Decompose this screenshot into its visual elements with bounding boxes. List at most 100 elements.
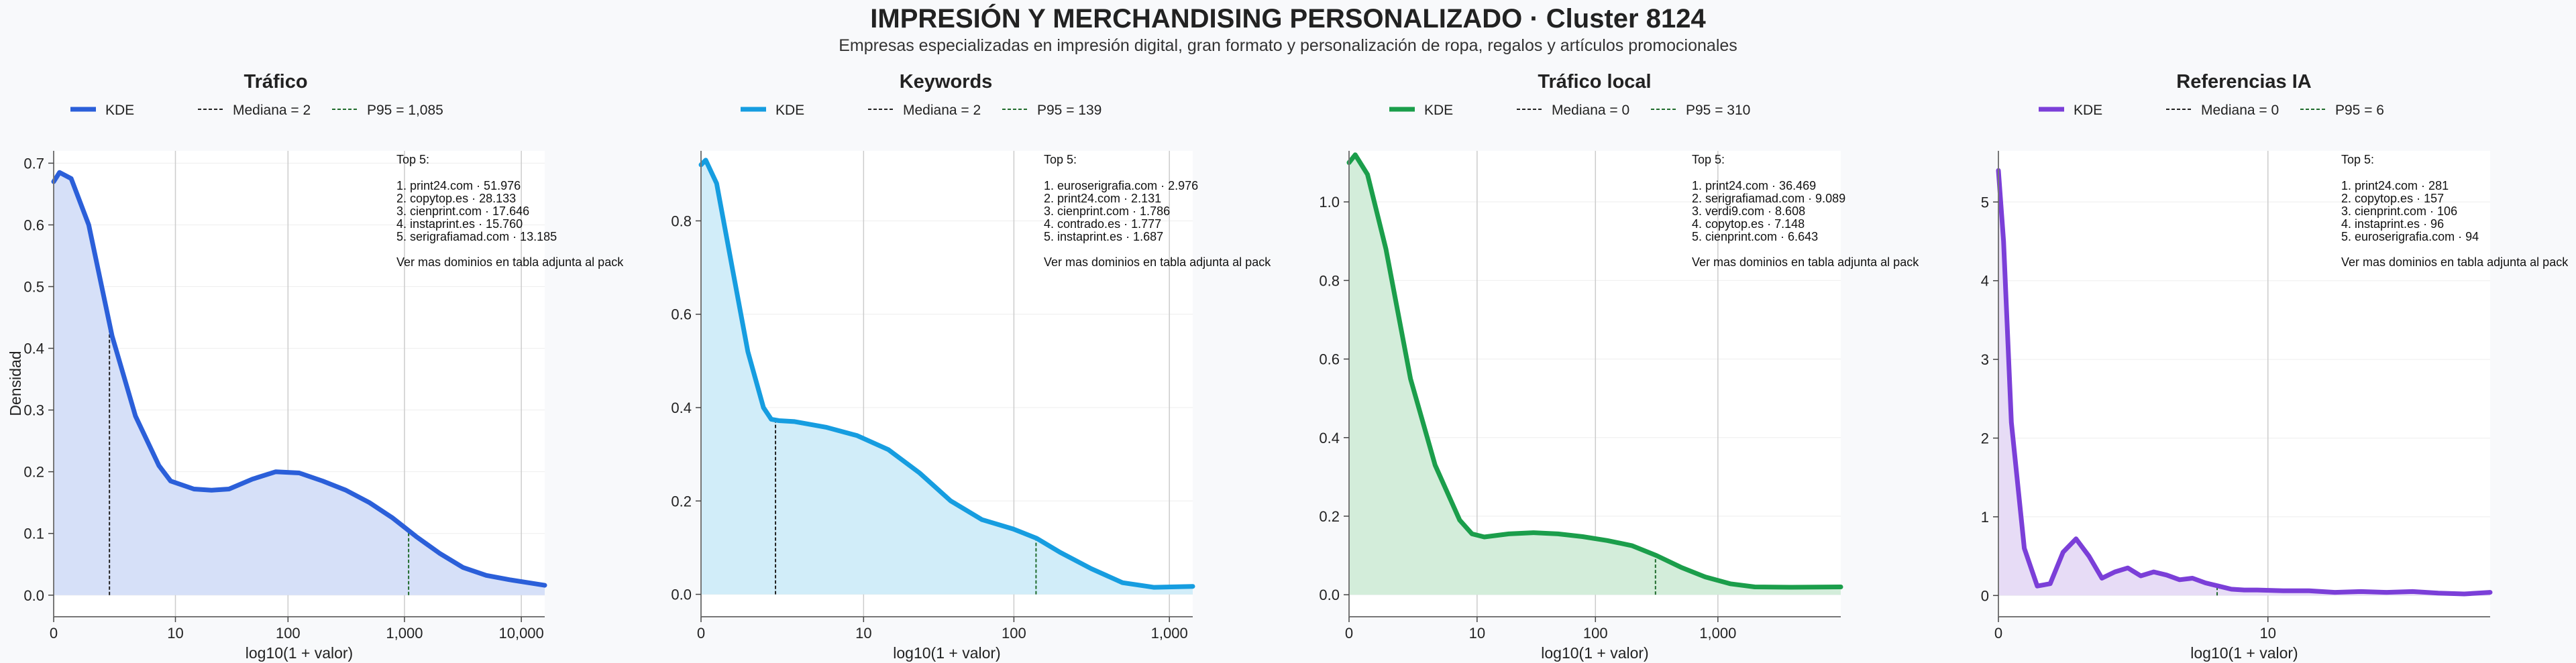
- top5-item: 1. print24.com · 51.976: [396, 179, 521, 192]
- top5-header: Top 5:: [396, 153, 429, 166]
- x-tick-label: 1,000: [1699, 625, 1736, 642]
- kde-area: [1349, 154, 1841, 595]
- kde-area: [701, 160, 1193, 595]
- y-tick-label: 1.0: [1319, 194, 1340, 210]
- y-tick-label: 0.6: [23, 217, 44, 233]
- y-tick-label: 0.0: [23, 587, 44, 604]
- x-axis-label: log10(1 + valor): [246, 644, 353, 662]
- legend-kde-label: KDE: [2074, 103, 2102, 118]
- y-tick-label: 3: [1981, 351, 1989, 368]
- legend-p95-label: P95 = 6: [2335, 103, 2384, 118]
- chart-panel-1: 0.0 0.1 0.2 0.3 0.4 0.5 0.6 0.7 0 10 100 1,000 10,00…: [23, 71, 624, 662]
- top5-header: Top 5:: [1044, 153, 1077, 166]
- page-title: IMPRESIÓN Y MERCHANDISING PERSONALIZADO …: [870, 4, 1706, 34]
- top5-header: Top 5:: [1692, 153, 1725, 166]
- top5-note: Ver mas dominios en tabla adjunta al pac…: [1044, 255, 1271, 269]
- panel-title: Tráfico local: [1538, 71, 1651, 93]
- x-tick-label: 0: [1345, 625, 1353, 642]
- y-tick-label: 0.2: [671, 493, 692, 509]
- top5-item: 1. print24.com · 36.469: [1692, 179, 1816, 192]
- kde-area: [54, 172, 545, 595]
- top5-item: 3. verdi9.com · 8.608: [1692, 204, 1805, 218]
- top5-note: Ver mas dominios en tabla adjunta al pac…: [2341, 255, 2569, 269]
- y-tick-label: 2: [1981, 430, 1989, 447]
- y-tick-label: 0: [1981, 587, 1989, 604]
- top5-item: 2. copytop.es · 28.133: [396, 192, 516, 205]
- plot-area: [1998, 151, 2490, 617]
- kde-line: [1346, 152, 1843, 590]
- x-tick-label: 1,000: [1151, 625, 1188, 642]
- top5-item: 4. instaprint.es · 15.760: [396, 217, 523, 231]
- y-tick-label: 0.0: [1319, 587, 1340, 603]
- kde-line: [51, 170, 547, 588]
- top5-item: 2. print24.com · 2.131: [1044, 192, 1161, 205]
- y-tick-label: 0.4: [23, 341, 44, 357]
- y-tick-label: 0.6: [671, 306, 692, 323]
- legend-p95-label: P95 = 1,085: [367, 103, 443, 118]
- y-tick-label: 0.6: [1319, 351, 1340, 368]
- x-tick-label: 0: [697, 625, 705, 642]
- legend-kde-label: KDE: [775, 103, 804, 118]
- x-axis-label: log10(1 + valor): [2190, 644, 2298, 662]
- panel-title: Tráfico: [244, 71, 307, 93]
- y-tick-label: 0.2: [23, 464, 44, 481]
- x-tick-label: 100: [1002, 625, 1026, 642]
- x-tick-label: 10: [167, 625, 183, 642]
- y-axis-label: Densidad: [7, 351, 24, 416]
- top5-item: 5. instaprint.es · 1.687: [1044, 230, 1163, 243]
- top5-item: 3. cienprint.com · 1.786: [1044, 204, 1170, 218]
- top5-item: 3. cienprint.com · 17.646: [396, 204, 529, 218]
- x-tick-label: 10,000: [498, 625, 543, 642]
- y-tick-label: 0.7: [23, 155, 44, 172]
- legend-p95-label: P95 = 139: [1037, 103, 1102, 118]
- x-tick-label: 100: [276, 625, 301, 642]
- kde-line: [698, 158, 1195, 590]
- x-tick-label: 1,000: [386, 625, 423, 642]
- top5-item: 5. cienprint.com · 6.643: [1692, 230, 1818, 243]
- top5-item: 4. copytop.es · 7.148: [1692, 217, 1805, 231]
- x-tick-label: 0: [50, 625, 58, 642]
- top5-item: 1. print24.com · 281: [2341, 179, 2449, 192]
- y-tick-label: 0.4: [1319, 430, 1340, 446]
- x-axis-label: log10(1 + valor): [1541, 644, 1648, 662]
- top5-item: 1. euroserigrafia.com · 2.976: [1044, 179, 1198, 192]
- x-tick-label: 0: [1994, 625, 2002, 642]
- x-tick-label: 100: [1583, 625, 1608, 642]
- y-tick-label: 0.0: [671, 587, 692, 603]
- x-tick-label: 10: [2260, 625, 2276, 642]
- y-tick-label: 0.4: [671, 400, 692, 416]
- top5-header: Top 5:: [2341, 153, 2374, 166]
- legend-median-label: Mediana = 0: [1552, 103, 1629, 118]
- page-subtitle: Empresas especializadas en impresión dig…: [839, 36, 1737, 55]
- top5-note: Ver mas dominios en tabla adjunta al pac…: [1692, 255, 1919, 269]
- chart-panel-2: 0.0 0.2 0.4 0.6 0.8 0 10 100 1,000 log10(1 + valo…: [671, 71, 1271, 662]
- panel-title: Referencias IA: [2176, 71, 2312, 93]
- x-tick-label: 10: [855, 625, 871, 642]
- x-axis-label: log10(1 + valor): [893, 644, 1000, 662]
- legend-kde-label: KDE: [1424, 103, 1453, 118]
- top5-note: Ver mas dominios en tabla adjunta al pac…: [396, 255, 624, 269]
- chart-panel-4: 0 1 2 3 4 5 0 10 log10(1 + valor) Referencias IA K…: [1981, 71, 2569, 662]
- y-tick-label: 0.8: [671, 213, 692, 229]
- top5-item: 5. serigrafiamad.com · 13.185: [396, 230, 557, 243]
- legend-kde-label: KDE: [105, 103, 134, 118]
- legend-p95-label: P95 = 310: [1686, 103, 1750, 118]
- chart-panel-3: 0.0 0.2 0.4 0.6 0.8 1.0 0 10 100 1,000 log10(1 + v…: [1319, 71, 1919, 662]
- x-tick-label: 10: [1469, 625, 1485, 642]
- legend-median-label: Mediana = 2: [903, 103, 981, 118]
- y-tick-label: 0.1: [23, 526, 44, 542]
- y-tick-label: 0.3: [23, 402, 44, 419]
- panel-title: Keywords: [900, 71, 993, 93]
- y-tick-label: 4: [1981, 273, 1989, 290]
- y-tick-label: 5: [1981, 194, 1989, 210]
- top5-item: 4. instaprint.es · 96: [2341, 217, 2444, 231]
- y-tick-label: 0.5: [23, 279, 44, 296]
- top5-item: 5. euroserigrafia.com · 94: [2341, 230, 2479, 243]
- y-tick-label: 0.8: [1319, 272, 1340, 289]
- top5-item: 2. copytop.es · 157: [2341, 192, 2444, 205]
- top5-item: 4. contrado.es · 1.777: [1044, 217, 1161, 231]
- legend-median-label: Mediana = 2: [233, 103, 311, 118]
- kde-line: [1996, 168, 2493, 597]
- y-tick-label: 1: [1981, 509, 1989, 526]
